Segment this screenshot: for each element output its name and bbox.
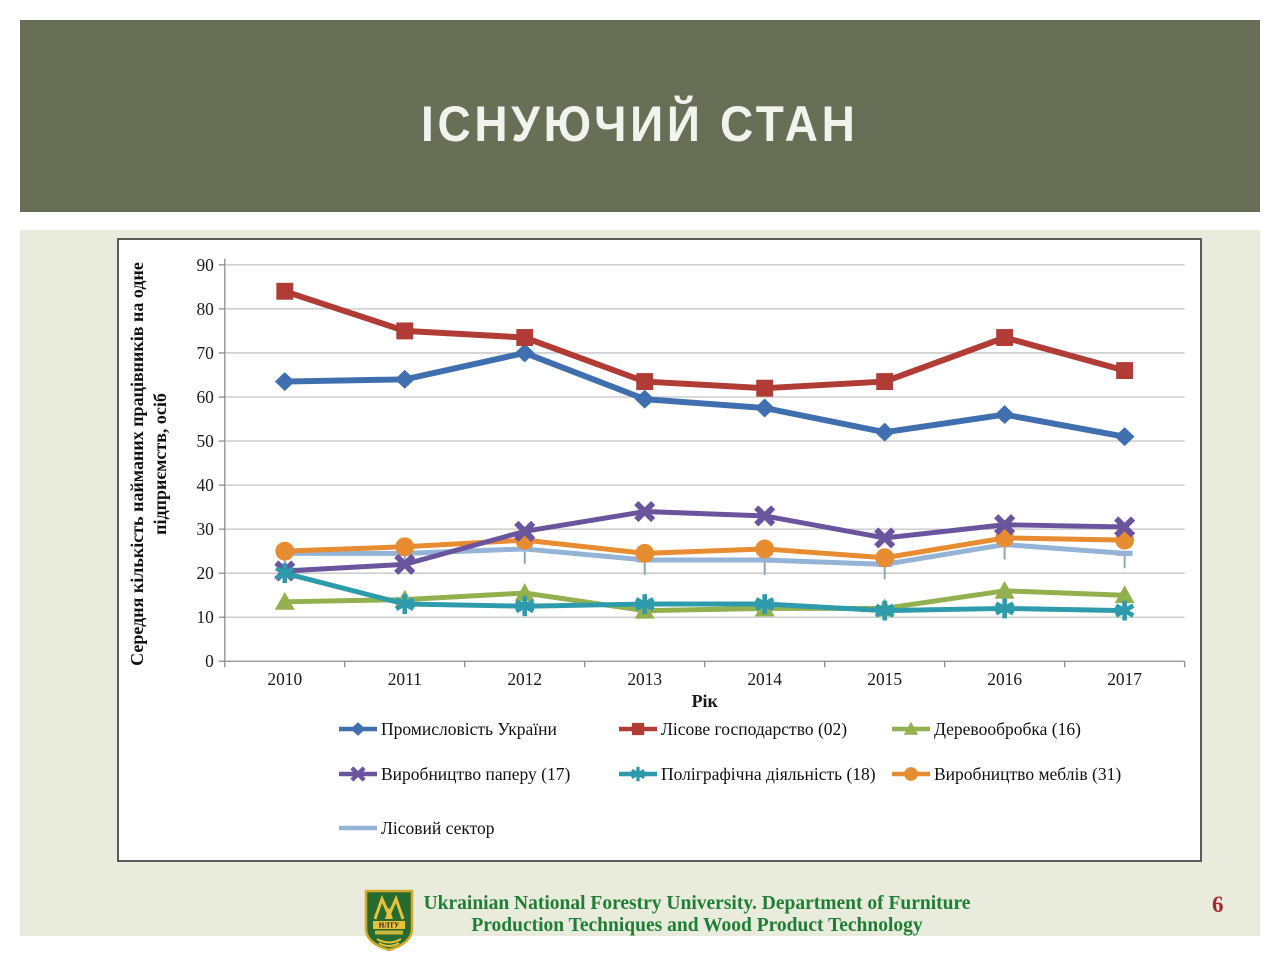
line-chart: 0 10 20 30 40 50 60 70 80 90 2010 2011 2012 2013 2014 2… bbox=[197, 256, 1186, 711]
svg-text:90: 90 bbox=[197, 256, 215, 275]
legend-item: Лісове господарство (02) bbox=[617, 718, 847, 740]
university-logo: НЛТУ bbox=[364, 889, 414, 952]
svg-text:60: 60 bbox=[197, 388, 215, 407]
y-axis-title-line1: Середня кількість найманих працівників н… bbox=[127, 262, 147, 666]
svg-text:НЛТУ: НЛТУ bbox=[379, 922, 399, 930]
svg-text:2012: 2012 bbox=[507, 670, 542, 689]
svg-text:2014: 2014 bbox=[747, 670, 782, 689]
legend-marker-asterisk-icon bbox=[619, 766, 657, 782]
y-axis-title-line2: підприємств, осіб bbox=[150, 393, 170, 535]
footer-text: Ukrainian National Forestry University. … bbox=[390, 893, 1004, 937]
svg-text:2016: 2016 bbox=[987, 670, 1022, 689]
legend-marker-diamond-icon bbox=[339, 722, 377, 736]
slide-title: ІСНУЮЧИЙ СТАН bbox=[421, 96, 859, 152]
legend-item: Виробництво паперу (17) bbox=[337, 763, 570, 785]
legend-item: Промисловість України bbox=[337, 718, 557, 740]
footer-line1: Ukrainian National Forestry University. … bbox=[423, 893, 971, 914]
chart-frame: 0 10 20 30 40 50 60 70 80 90 2010 2011 2012 2013 2014 2… bbox=[117, 238, 1202, 862]
legend-label: Лісове господарство (02) bbox=[661, 718, 848, 739]
legend-marker-x-icon bbox=[339, 766, 377, 782]
svg-text:50: 50 bbox=[197, 432, 215, 451]
svg-text:30: 30 bbox=[197, 520, 215, 539]
legend-label: Лісовий сектор bbox=[381, 817, 495, 838]
legend-label: Виробництво меблів (31) bbox=[934, 763, 1122, 784]
legend-label: Деревообробка (16) bbox=[934, 718, 1081, 739]
legend-item: Поліграфічна діяльність (18) bbox=[617, 763, 876, 785]
page-number: 6 bbox=[1212, 892, 1224, 917]
legend-label: Промисловість України bbox=[381, 718, 557, 739]
legend-marker-square-icon bbox=[619, 722, 657, 736]
svg-text:2010: 2010 bbox=[267, 670, 302, 689]
legend-item: Лісовий сектор bbox=[337, 817, 495, 839]
footer-line2: Production Techniques and Wood Product T… bbox=[471, 915, 923, 936]
legend-marker-circle-icon bbox=[892, 767, 930, 781]
slide-header: ІСНУЮЧИЙ СТАН bbox=[20, 20, 1260, 212]
legend-marker-triangle-icon bbox=[892, 721, 930, 735]
svg-text:2017: 2017 bbox=[1107, 670, 1142, 689]
y-axis-title: Середня кількість найманих працівників н… bbox=[126, 244, 174, 684]
svg-text:2013: 2013 bbox=[627, 670, 662, 689]
legend-item: Деревообробка (16) bbox=[890, 718, 1081, 740]
legend-marker-dash-icon bbox=[339, 825, 377, 831]
svg-text:40: 40 bbox=[197, 476, 215, 495]
svg-text:0: 0 bbox=[205, 652, 214, 671]
svg-text:80: 80 bbox=[197, 300, 215, 319]
legend-label: Виробництво паперу (17) bbox=[381, 763, 571, 784]
svg-text:Рік: Рік bbox=[692, 691, 719, 711]
svg-text:2011: 2011 bbox=[388, 670, 422, 689]
legend-item: Виробництво меблів (31) bbox=[890, 763, 1121, 785]
legend-label: Поліграфічна діяльність (18) bbox=[661, 763, 876, 784]
svg-text:10: 10 bbox=[197, 608, 215, 627]
svg-text:2015: 2015 bbox=[867, 670, 902, 689]
svg-text:70: 70 bbox=[197, 344, 215, 363]
svg-text:20: 20 bbox=[197, 564, 215, 583]
